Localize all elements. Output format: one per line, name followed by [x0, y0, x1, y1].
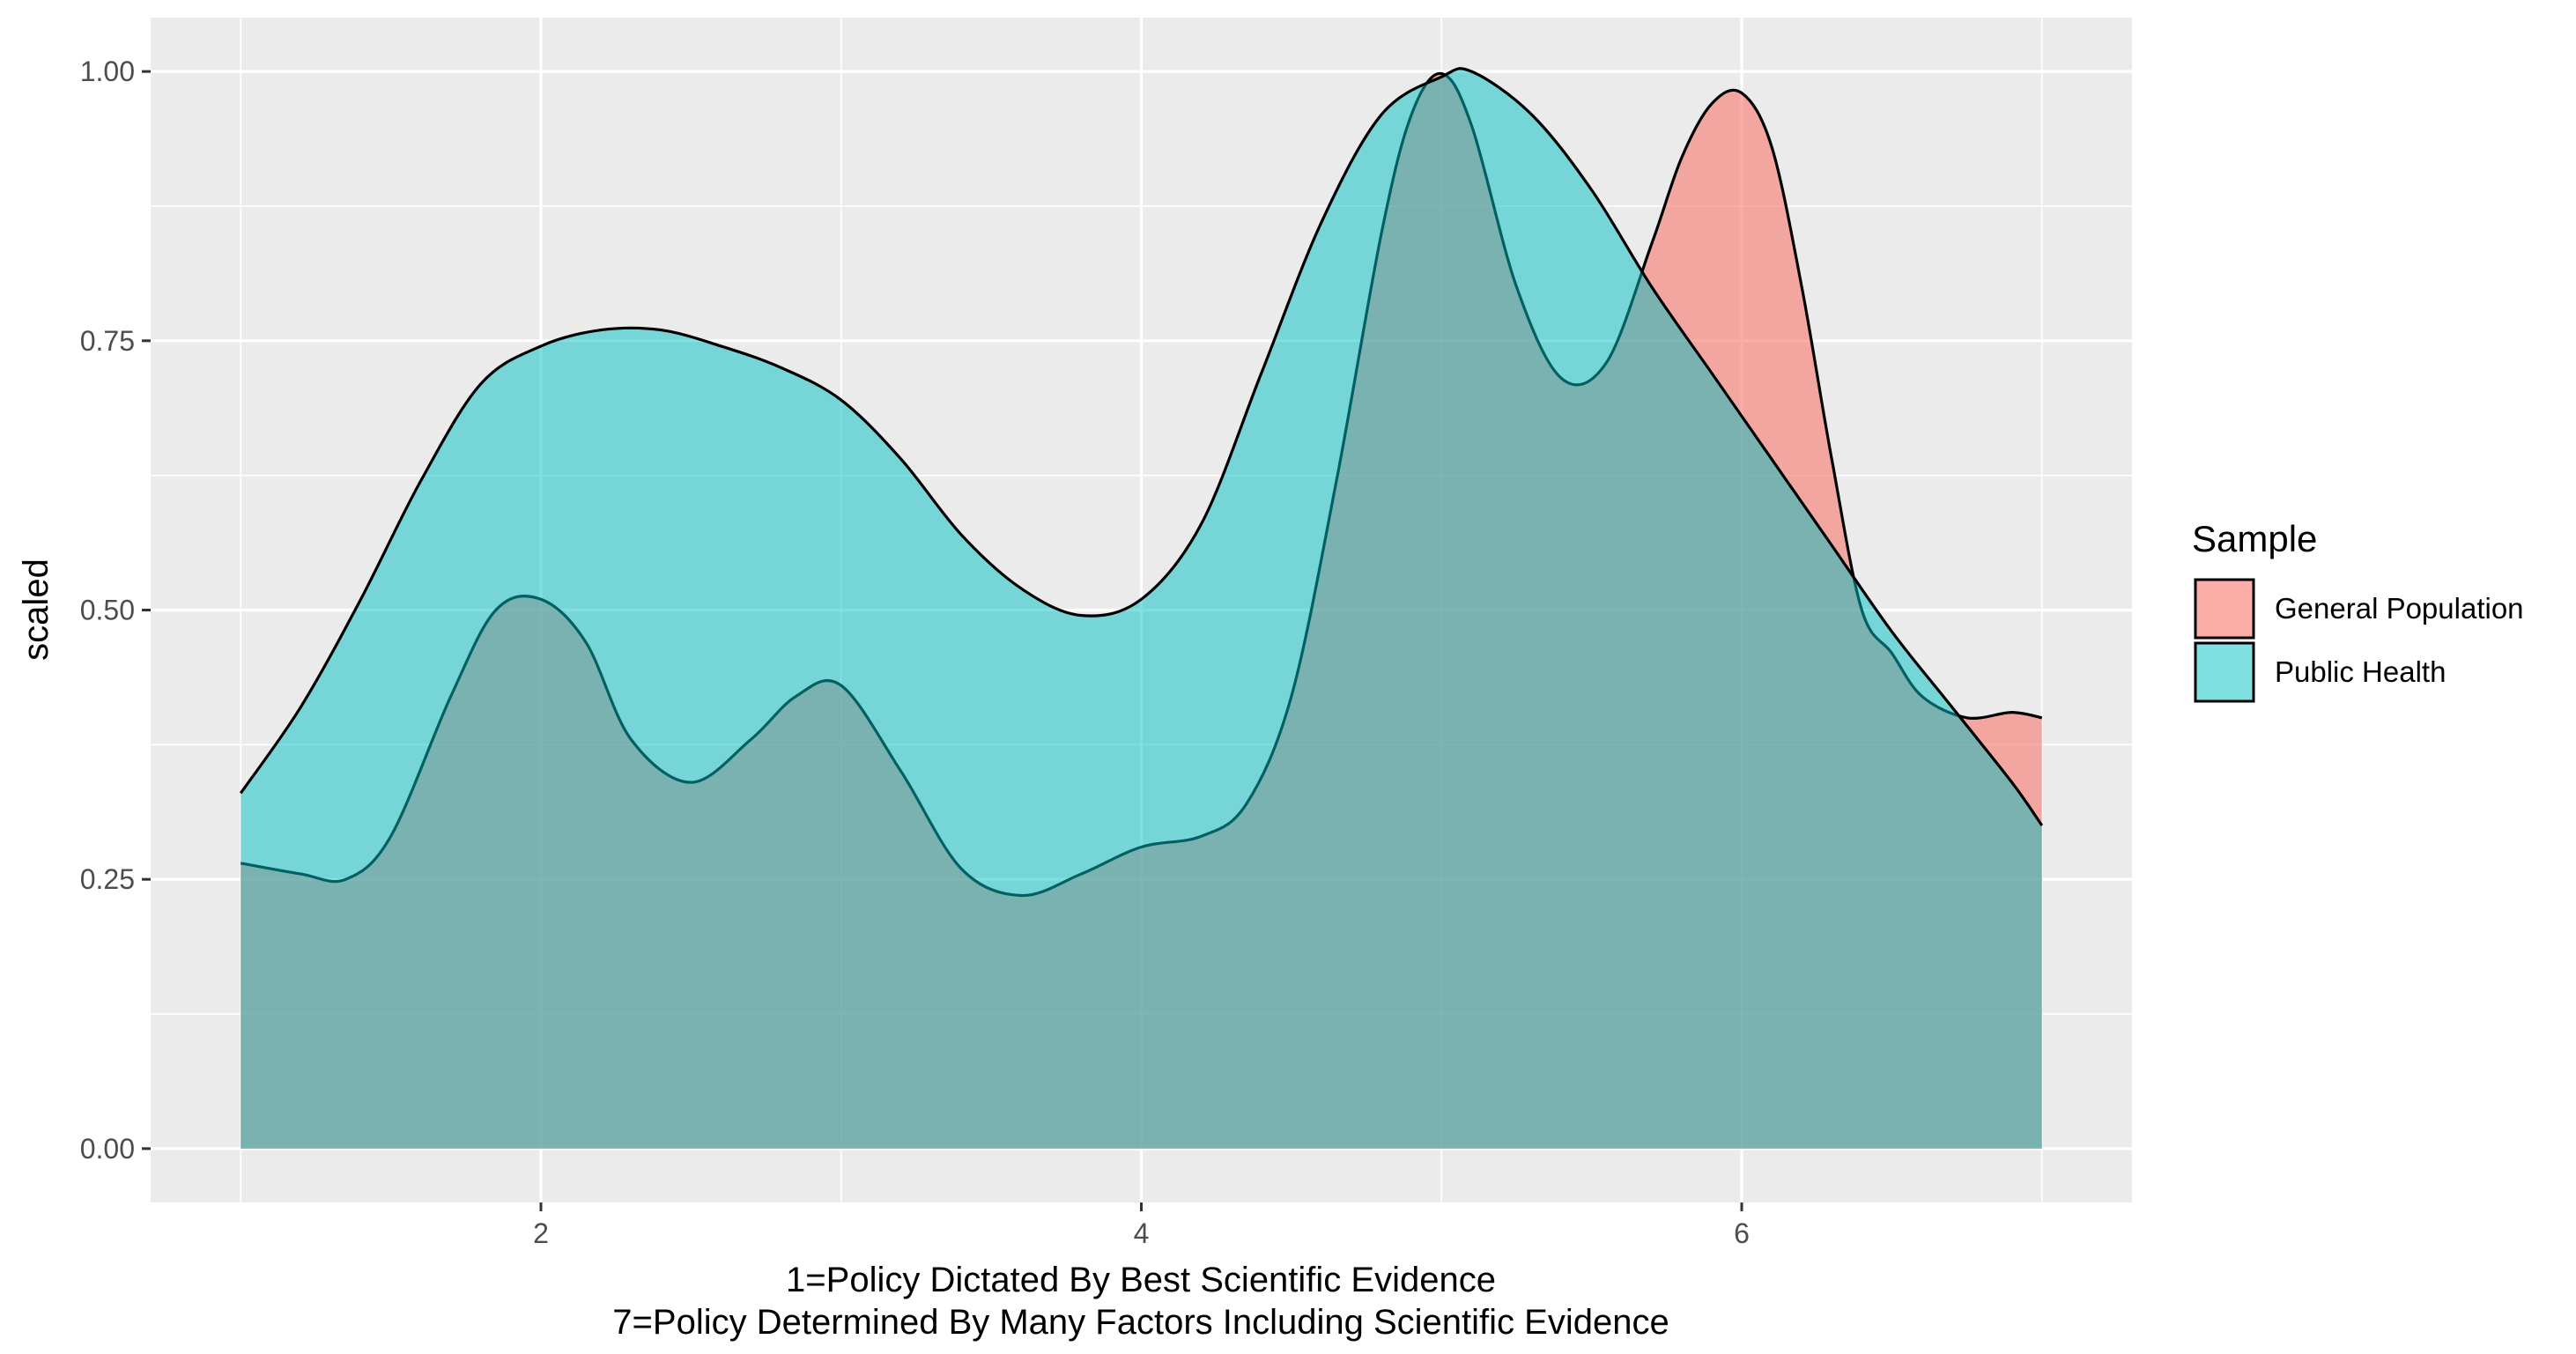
y-axis-title: scaled	[17, 559, 56, 661]
legend: Sample General Population Public Health	[2192, 518, 2524, 703]
x-tick-label: 4	[1134, 1217, 1150, 1249]
legend-key-general-population	[2194, 578, 2255, 640]
y-tick-label: 0.25	[80, 863, 135, 895]
legend-label-public-health: Public Health	[2275, 655, 2446, 688]
x-tick-label: 6	[1734, 1217, 1750, 1249]
y-tick-label: 0.00	[80, 1133, 135, 1165]
y-tick-label: 1.00	[80, 55, 135, 87]
legend-key-public-health	[2194, 641, 2255, 703]
axes: 2 4 6 0.00 0.25 0.50 0.75 1.00	[80, 55, 1750, 1249]
legend-title: Sample	[2192, 518, 2317, 559]
x-axis-title-line-1: 1=Policy Dictated By Best Scientific Evi…	[786, 1261, 1496, 1299]
x-tick-label: 2	[533, 1217, 549, 1249]
y-tick-label: 0.75	[80, 325, 135, 357]
density-areas	[239, 67, 2044, 1149]
density-area-public-health	[241, 68, 2042, 1149]
x-axis-title-line-2: 7=Policy Determined By Many Factors Incl…	[612, 1303, 1669, 1342]
legend-label-general-population: General Population	[2275, 592, 2524, 625]
y-tick-label: 0.50	[80, 595, 135, 626]
density-line-public-health	[239, 67, 2044, 826]
